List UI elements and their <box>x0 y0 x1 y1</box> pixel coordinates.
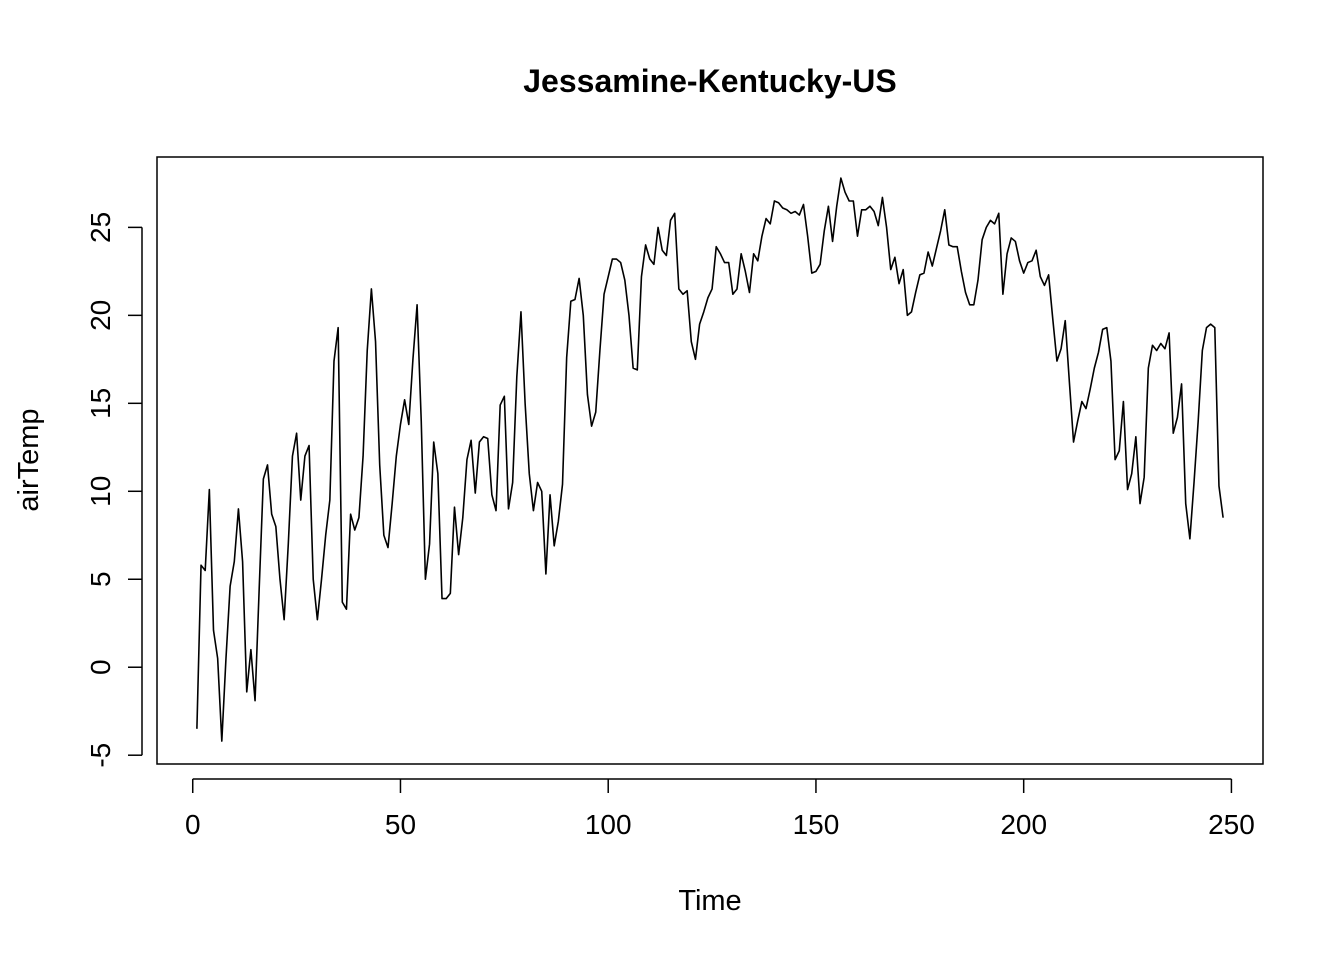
x-tick-label: 150 <box>793 809 840 840</box>
x-tick-label: 200 <box>1000 809 1047 840</box>
y-tick-label: 5 <box>85 571 116 587</box>
x-axis: 0 50 100 150 200 250 <box>185 778 1255 840</box>
y-tick-label: -5 <box>85 743 116 768</box>
y-axis: -5 0 5 10 15 20 25 <box>85 212 143 768</box>
y-axis-label: airTemp <box>13 408 45 511</box>
x-tick-label: 100 <box>585 809 632 840</box>
x-tick-label: 250 <box>1208 809 1255 840</box>
plot-frame <box>156 156 1264 765</box>
series-line <box>196 177 1224 742</box>
x-tick-label: 50 <box>385 809 416 840</box>
y-tick-label: 0 <box>85 659 116 675</box>
x-axis-label: Time <box>678 885 741 917</box>
x-tick-label: 0 <box>185 809 201 840</box>
y-tick-label: 15 <box>85 388 116 419</box>
y-tick-label: 25 <box>85 212 116 243</box>
y-tick-label: 10 <box>85 476 116 507</box>
y-tick-label: 20 <box>85 300 116 331</box>
chart-title: Jessamine-Kentucky-US <box>523 63 896 99</box>
